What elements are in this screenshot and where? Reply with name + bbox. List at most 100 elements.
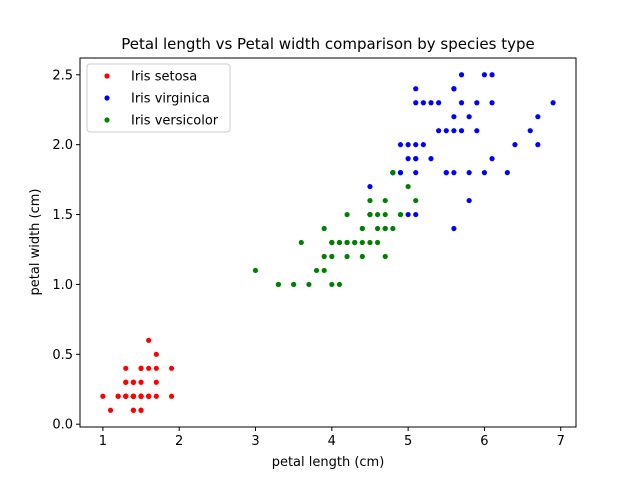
chart-title: Petal length vs Petal width comparison b… [121, 35, 534, 53]
data-point [397, 170, 404, 176]
y-tick-label: 2.5 [52, 68, 73, 83]
data-point [275, 281, 281, 288]
x-tick-label: 4 [328, 434, 336, 449]
plot-frame [79, 57, 577, 428]
data-point [405, 142, 411, 148]
data-points [100, 72, 556, 413]
data-point [504, 170, 510, 176]
data-point [489, 100, 495, 106]
data-point [375, 211, 381, 218]
data-point [382, 197, 388, 204]
data-point [382, 253, 388, 260]
x-tick-label: 2 [175, 434, 183, 449]
data-point [100, 393, 106, 399]
data-point [138, 379, 144, 385]
data-point [123, 393, 129, 399]
data-point [123, 379, 129, 385]
data-point [451, 128, 457, 134]
data-point [306, 281, 312, 288]
data-point [474, 128, 480, 134]
data-point [168, 393, 175, 399]
data-point [375, 239, 381, 246]
data-point [413, 170, 419, 176]
data-point [130, 407, 137, 413]
data-point [428, 156, 434, 162]
data-point [344, 253, 350, 260]
data-point [115, 393, 121, 399]
data-point [413, 211, 419, 218]
x-tick-label: 5 [404, 434, 412, 449]
data-point [321, 253, 327, 260]
data-point [527, 128, 533, 134]
data-point [153, 393, 159, 399]
legend-label: Iris versicolor [131, 114, 219, 129]
data-point [481, 72, 488, 78]
data-point [512, 142, 518, 148]
data-point [390, 225, 396, 232]
y-tick-label: 1.0 [52, 278, 73, 293]
data-point [367, 211, 373, 218]
data-point [138, 365, 144, 371]
data-point [405, 183, 411, 190]
data-point [436, 100, 442, 106]
data-point [413, 100, 419, 106]
data-point [336, 281, 343, 288]
data-point [489, 72, 495, 78]
data-point [313, 267, 320, 274]
data-point [474, 100, 480, 106]
data-point [153, 351, 159, 357]
data-point [367, 239, 373, 246]
data-point [466, 114, 472, 120]
data-point [359, 225, 365, 232]
data-point [123, 365, 129, 371]
data-point [138, 407, 144, 413]
data-point [420, 142, 426, 148]
data-point [252, 267, 259, 274]
data-point [390, 170, 396, 176]
data-point [359, 253, 365, 260]
data-point [451, 114, 457, 120]
data-point [344, 211, 350, 218]
data-point [458, 72, 465, 78]
data-point [443, 128, 449, 134]
data-point [443, 170, 449, 176]
x-tick-label: 1 [99, 434, 107, 449]
y-tick-label: 0.0 [52, 418, 73, 433]
data-point [481, 170, 488, 176]
series-3 [252, 170, 419, 288]
data-point [451, 86, 457, 92]
data-point [359, 239, 365, 246]
series-1 [100, 337, 175, 413]
data-point [298, 239, 304, 246]
data-point [451, 225, 457, 232]
data-point [352, 239, 358, 246]
y-tick-label: 0.5 [52, 348, 73, 363]
x-axis: 1 2 3 4 5 6 7 [99, 427, 565, 449]
legend-label: Iris setosa [131, 70, 197, 85]
data-point [321, 267, 327, 274]
data-point [321, 225, 327, 232]
data-point [458, 128, 465, 134]
data-point [451, 170, 457, 176]
data-point [550, 100, 556, 106]
legend-marker [104, 117, 110, 123]
data-point [375, 225, 381, 232]
data-point [405, 156, 411, 162]
data-point [146, 337, 152, 343]
data-point [130, 379, 137, 385]
data-point [413, 197, 419, 204]
x-tick-label: 3 [251, 434, 259, 449]
data-point [146, 365, 152, 371]
data-point [436, 128, 442, 134]
data-point [291, 281, 297, 288]
data-point [367, 183, 373, 190]
data-point [413, 142, 419, 148]
data-point [329, 281, 335, 288]
data-point [367, 197, 373, 204]
x-axis-label: petal length (cm) [272, 455, 385, 470]
y-axis-label: petal width (cm) [28, 189, 43, 296]
data-point [382, 211, 388, 218]
data-point [489, 156, 495, 162]
y-tick-label: 2.0 [52, 138, 73, 153]
